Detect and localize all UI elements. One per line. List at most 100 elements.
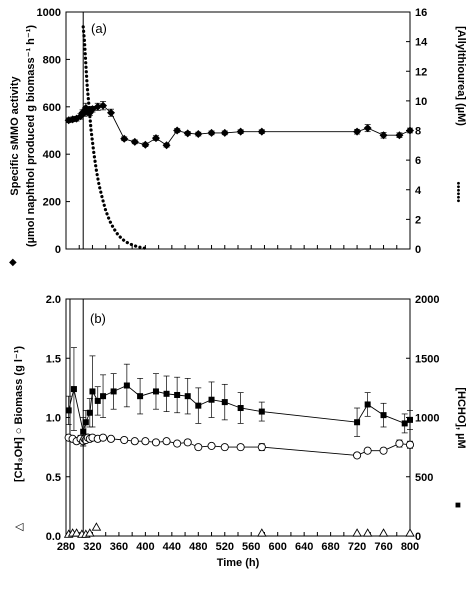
- square-point: [137, 393, 144, 400]
- diamond-point: [183, 129, 192, 138]
- y-left-tick-label: 2.0: [46, 294, 61, 306]
- x-tick-label: 480: [189, 541, 207, 553]
- y-left-tick-label: 0: [55, 244, 61, 256]
- circle-point: [98, 433, 108, 442]
- y-right-tick-label: 2: [415, 214, 421, 226]
- panel-a: (a) 0 200 400 600 800 1000 0 2 4 6 8 10 12 14 16 Speci…: [9, 7, 467, 268]
- y-left-tick-label: 0.0: [46, 531, 61, 543]
- circle-point: [106, 434, 116, 443]
- x-tick-label: 600: [269, 541, 287, 553]
- circle-point: [257, 443, 266, 452]
- panel-b-xlabel: Time (h): [217, 557, 260, 569]
- square-point: [100, 393, 107, 400]
- circle-point: [130, 437, 139, 446]
- panel-a-ylabel-left-line1: Specific sMMO activity: [9, 76, 21, 196]
- x-tick-label: 720: [348, 541, 366, 553]
- panel-b-axes: 280 320 360 400 440 480 520 560 600 640 680 720 760 8…: [46, 294, 440, 553]
- panel-b-ylabel-right-marker: ■: [452, 502, 463, 508]
- circle-point: [353, 451, 362, 460]
- y-right-tick-label: 4: [415, 185, 422, 197]
- square-point: [94, 397, 101, 404]
- diamond-point: [363, 124, 372, 133]
- y-left-tick-label: 400: [43, 149, 61, 161]
- diamond-point: [207, 128, 216, 137]
- panel-a-ylabel-right: [Allylthiourea] (µM): [455, 26, 467, 126]
- square-point: [184, 393, 191, 400]
- circle-point: [363, 446, 372, 455]
- panel-b-left-axis-title: [CH₃OH] ○ Biomass (g l⁻¹): [13, 346, 25, 482]
- square-point: [354, 419, 361, 426]
- y-left-tick-label: 1.5: [46, 353, 61, 365]
- y-left-tick-label: 600: [43, 102, 61, 114]
- panel-b-marks: [63, 299, 415, 538]
- y-right-tick-label: 0: [415, 531, 421, 543]
- x-tick-label: 760: [374, 541, 392, 553]
- circle-point: [173, 439, 182, 448]
- circle-point: [236, 443, 245, 452]
- square-point: [82, 419, 89, 426]
- panel-b-label: (b): [90, 311, 106, 326]
- panel-a-ylabel-left-marker: ◆: [9, 257, 17, 268]
- diamond-point: [194, 130, 203, 139]
- series-a-0-line: [68, 105, 411, 146]
- diamond-point: [93, 102, 102, 111]
- series-a-1-line: [81, 25, 147, 250]
- panel-a-right-axis-title: [Allylthiourea] (µM): [455, 26, 467, 126]
- diamond-point: [162, 141, 171, 150]
- panel-a-ylabel-left-line2: (µmol naphthol produced g biomass⁻¹ h⁻¹): [25, 25, 37, 247]
- diamond-point: [395, 131, 404, 140]
- y-left-tick-label: 200: [43, 197, 61, 209]
- diamond-point: [236, 127, 245, 136]
- y-right-tick-label: 500: [415, 472, 433, 484]
- circle-point: [220, 443, 229, 452]
- diamond-point: [106, 108, 115, 117]
- circle-point: [405, 440, 415, 449]
- triangle-point: [85, 528, 95, 537]
- x-tick-label: 400: [136, 541, 154, 553]
- x-tick-label: 440: [163, 541, 181, 553]
- panel-b-ylabel-left: [CH₃OH] ○ Biomass (g l⁻¹): [13, 346, 25, 482]
- x-tick-label: 360: [110, 541, 128, 553]
- x-tick-label: 320: [83, 541, 101, 553]
- diamond-point: [379, 131, 388, 140]
- y-right-tick-label: 0: [415, 244, 421, 256]
- y-left-tick-label: 1.0: [46, 413, 61, 425]
- panel-a-left-axis-title: Specific sMMO activity (µmol naphthol pr…: [9, 25, 37, 247]
- x-tick-label: 640: [295, 541, 313, 553]
- y-right-tick-label: 1000: [415, 413, 439, 425]
- square-point: [380, 412, 387, 419]
- y-left-tick-label: 1000: [37, 7, 61, 19]
- circle-point: [141, 437, 150, 446]
- triangle-point: [405, 528, 415, 537]
- x-tick-label: 800: [401, 541, 419, 553]
- y-right-tick-label: 12: [415, 66, 427, 78]
- panel-a-label: (a): [91, 21, 107, 36]
- x-tick-label: 280: [57, 541, 75, 553]
- square-point: [65, 407, 72, 414]
- square-point: [163, 390, 170, 397]
- x-tick-label: 680: [321, 541, 339, 553]
- diamond-point: [99, 101, 108, 110]
- square-point: [89, 388, 96, 395]
- panel-a-ylabel-right-marker: ••••••: [452, 181, 463, 203]
- diamond-point: [406, 126, 414, 135]
- triangle-point: [352, 528, 362, 537]
- square-point: [237, 405, 244, 412]
- y-right-tick-label: 16: [415, 7, 427, 19]
- diamond-point: [220, 128, 229, 137]
- square-point: [364, 401, 371, 408]
- y-left-tick-label: 800: [43, 54, 61, 66]
- panel-b-right-axis-title: [HCHO], µM: [455, 387, 467, 448]
- square-point: [123, 382, 130, 389]
- circle-point: [151, 438, 161, 447]
- square-point: [407, 416, 413, 423]
- y-right-tick-label: 1500: [415, 353, 439, 365]
- circle-point: [162, 437, 171, 446]
- y-right-tick-label: 8: [415, 126, 421, 138]
- square-point: [258, 408, 265, 415]
- triangle-point: [362, 528, 373, 537]
- panel-b-ylabel-left-marker: △: [13, 522, 25, 531]
- triangle-point: [378, 528, 389, 537]
- y-left-tick-label: 0.5: [46, 472, 61, 484]
- square-point: [80, 428, 87, 435]
